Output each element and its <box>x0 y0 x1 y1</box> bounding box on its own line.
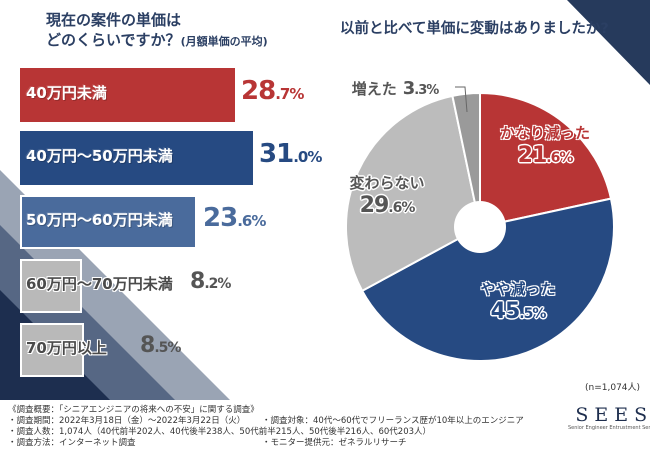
slice-fueta <box>451 91 481 228</box>
donut-label: 増えた 3.3% <box>335 78 455 99</box>
left-title-line2: どのくらいですか？ <box>46 31 181 49</box>
slice-kanari-hetta <box>479 91 613 229</box>
donut-label: かなり減った 21.6% <box>485 122 605 168</box>
leader-line <box>455 86 468 113</box>
bar-value-label: 28.7% <box>241 76 304 106</box>
notes-header: 《調査概要：「シニアエンジニアの将来への不安」に関する調査》 <box>8 405 259 415</box>
donut-label-value: 29.6% <box>359 193 416 218</box>
notes-period: ・調査期間：2022年3月18日（金）〜2022年3月22日（火） <box>8 416 246 426</box>
bar-value-label: 23.6% <box>203 203 266 233</box>
right-chart-title: 以前と比べて単価に変動はありましたか? <box>340 21 609 37</box>
donut-label-value: 21.6% <box>517 143 574 168</box>
bar-value-label: 31.0% <box>259 139 322 169</box>
survey-notes-right: ・調査対象：40代〜60代でフリーランス歴が10年以上のエンジニア . ・モニタ… <box>262 416 524 449</box>
bg-corner-triangle <box>567 0 650 85</box>
bar-4 <box>20 259 82 313</box>
logo-name: SEES <box>575 404 650 426</box>
left-title-sub: (月額単価の平均) <box>180 35 268 48</box>
notes-method: ・調査方法：インターネット調査 <box>8 438 136 448</box>
bar-label: 40万円〜50万円未満 <box>26 147 173 165</box>
left-chart-title: 現在の案件の単価は どのくらいですか？(月額単価の平均) <box>46 10 268 52</box>
survey-notes: 《調査概要：「シニアエンジニアの将来への不安」に関する調査》 ・調査期間：202… <box>8 405 431 449</box>
donut-label-value: 3.3% <box>402 78 440 99</box>
slice-yaya-hetta <box>360 197 615 362</box>
bar-1 <box>20 68 235 122</box>
slice-kawaranai <box>344 94 482 293</box>
bar-value-label: 8.5% <box>140 333 181 358</box>
bar-label: 70万円以上 <box>26 339 107 357</box>
donut-label-name: かなり減った <box>499 124 590 142</box>
bar-label: 50万円〜60万円未満 <box>26 211 173 229</box>
bar-label: 60万円〜70万円未満 <box>26 275 173 293</box>
sees-logo: SEES Senior Engineer Entrustment Service <box>568 405 650 431</box>
donut-label: やや減った 45.5% <box>458 278 578 324</box>
donut-label-name: 変わらない <box>349 174 425 192</box>
logo-tagline: Senior Engineer Entrustment Service <box>568 425 650 431</box>
donut-label: 変わらない 29.6% <box>327 172 447 218</box>
donut-label-name: 増えた <box>351 80 397 98</box>
bar-label: 40万円未満 <box>26 84 107 102</box>
donut-label-value: 45.5% <box>490 299 547 324</box>
sample-size-note: (n=1,074人) <box>585 383 641 393</box>
donut-hole <box>454 201 506 253</box>
donut-label-name: やや減った <box>480 280 556 298</box>
bar-3 <box>20 195 197 249</box>
notes-target: ・調査対象：40代〜60代でフリーランス歴が10年以上のエンジニア <box>262 416 524 426</box>
left-title-line1: 現在の案件の単価は <box>46 11 182 29</box>
bar-5 <box>20 323 84 377</box>
bar-2 <box>20 131 253 185</box>
notes-count: ・調査人数：1,074人（40代前半202人、40代後半238人、50代前半21… <box>8 427 432 437</box>
bar-value-label: 8.2% <box>190 269 231 294</box>
notes-provider: ・モニター提供元：ゼネラルリサーチ <box>262 438 407 448</box>
